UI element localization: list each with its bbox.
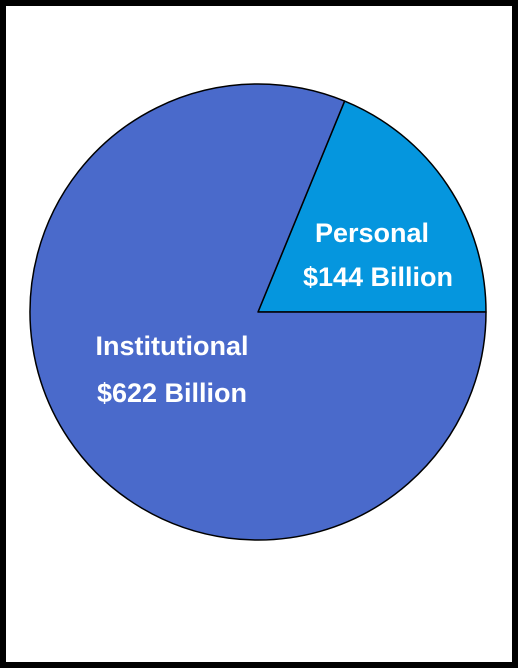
pie-slice-personal	[257, 100, 487, 313]
pie-slice-institutional	[29, 83, 487, 541]
pie-slices	[29, 83, 487, 541]
institutional-slice-label: Institutional	[96, 331, 249, 361]
personal-slice-value: $144 Billion	[303, 262, 453, 292]
personal-slice-label: Personal	[315, 218, 429, 248]
institutional-slice-value: $622 Billion	[97, 378, 247, 408]
